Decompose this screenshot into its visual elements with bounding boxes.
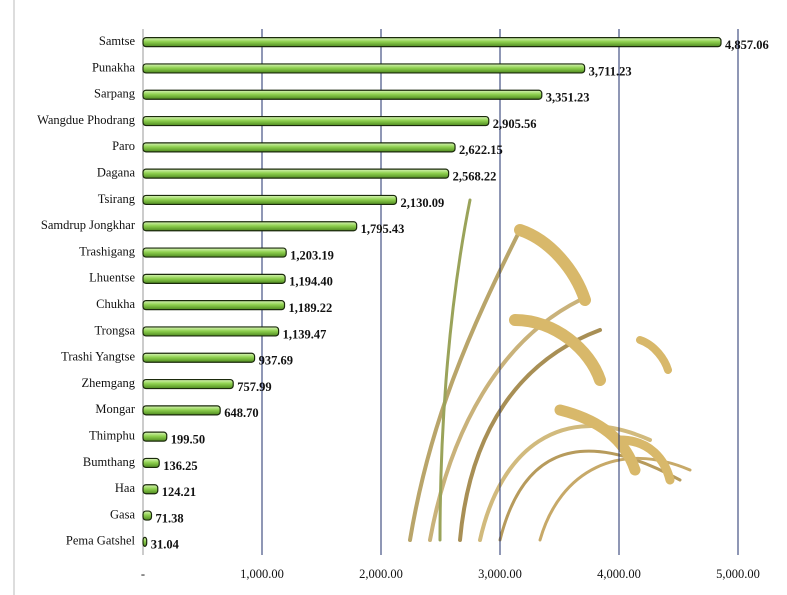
y-tick-label: Tsirang	[98, 192, 136, 206]
bar	[142, 431, 168, 442]
bar	[142, 37, 722, 48]
bar	[142, 273, 286, 284]
value-label: 3,711.23	[589, 64, 632, 78]
x-tick-label: 2,000.00	[359, 567, 403, 581]
y-tick-label: Bumthang	[83, 455, 136, 469]
bar	[142, 89, 543, 100]
bar	[142, 247, 287, 258]
value-label: 2,568.22	[453, 170, 497, 184]
bar	[142, 326, 280, 337]
bar	[142, 352, 256, 363]
y-tick-label: Wangdue Phodrang	[37, 113, 136, 127]
value-label: 1,203.19	[290, 248, 334, 262]
y-tick-label: Punakha	[92, 60, 136, 74]
y-tick-label: Sarpang	[94, 87, 136, 101]
value-label: 1,139.47	[283, 327, 327, 341]
value-label: 124.21	[162, 485, 196, 499]
value-label: 31.04	[151, 538, 180, 552]
y-tick-label: Samdrup Jongkhar	[41, 218, 136, 232]
value-label: 2,130.09	[400, 196, 444, 210]
rice-illustration	[408, 198, 692, 542]
y-tick-label: Zhemgang	[82, 376, 136, 390]
value-label: 136.25	[163, 459, 197, 473]
value-label: 2,622.15	[459, 143, 503, 157]
x-tick-label: 1,000.00	[240, 567, 284, 581]
bar	[142, 378, 234, 390]
value-label: 1,795.43	[361, 222, 405, 236]
y-tick-label: Lhuentse	[89, 271, 135, 285]
y-tick-label: Chukha	[96, 297, 135, 311]
bar	[142, 221, 358, 232]
y-tick-label: Trashi Yangtse	[61, 350, 135, 364]
value-label: 648.70	[224, 406, 258, 420]
y-tick-label: Trashigang	[79, 244, 136, 258]
value-label: 2,905.56	[493, 117, 537, 131]
value-label: 4,857.06	[725, 38, 769, 52]
x-tick-label: -	[141, 567, 145, 581]
value-label: 757.99	[237, 380, 271, 394]
bar	[142, 536, 148, 547]
bar	[142, 168, 450, 179]
value-label: 1,194.40	[289, 275, 333, 289]
value-label: 3,351.23	[546, 91, 590, 105]
value-label: 199.50	[171, 433, 205, 447]
bar	[142, 405, 221, 416]
bar	[142, 194, 398, 206]
y-tick-label: Dagana	[97, 166, 136, 180]
value-label: 1,189.22	[289, 301, 333, 315]
bar	[142, 484, 159, 495]
bar	[142, 63, 586, 74]
bar	[142, 115, 490, 127]
y-tick-label: Pema Gatshel	[66, 534, 136, 548]
bar	[142, 510, 153, 521]
bar	[142, 457, 160, 469]
y-tick-label: Mongar	[95, 402, 135, 416]
bar	[142, 142, 456, 153]
x-tick-label: 5,000.00	[716, 567, 760, 581]
y-tick-label: Samtse	[99, 34, 136, 48]
x-tick-label: 3,000.00	[478, 567, 522, 581]
y-tick-label: Haa	[115, 481, 136, 495]
x-tick-label: 4,000.00	[597, 567, 641, 581]
y-tick-label: Paro	[112, 139, 135, 153]
value-label: 71.38	[155, 511, 183, 525]
value-label: 937.69	[259, 354, 293, 368]
y-tick-label: Trongsa	[94, 323, 135, 337]
y-tick-label: Thimphu	[89, 429, 136, 443]
bar	[142, 300, 286, 311]
y-tick-label: Gasa	[110, 507, 135, 521]
